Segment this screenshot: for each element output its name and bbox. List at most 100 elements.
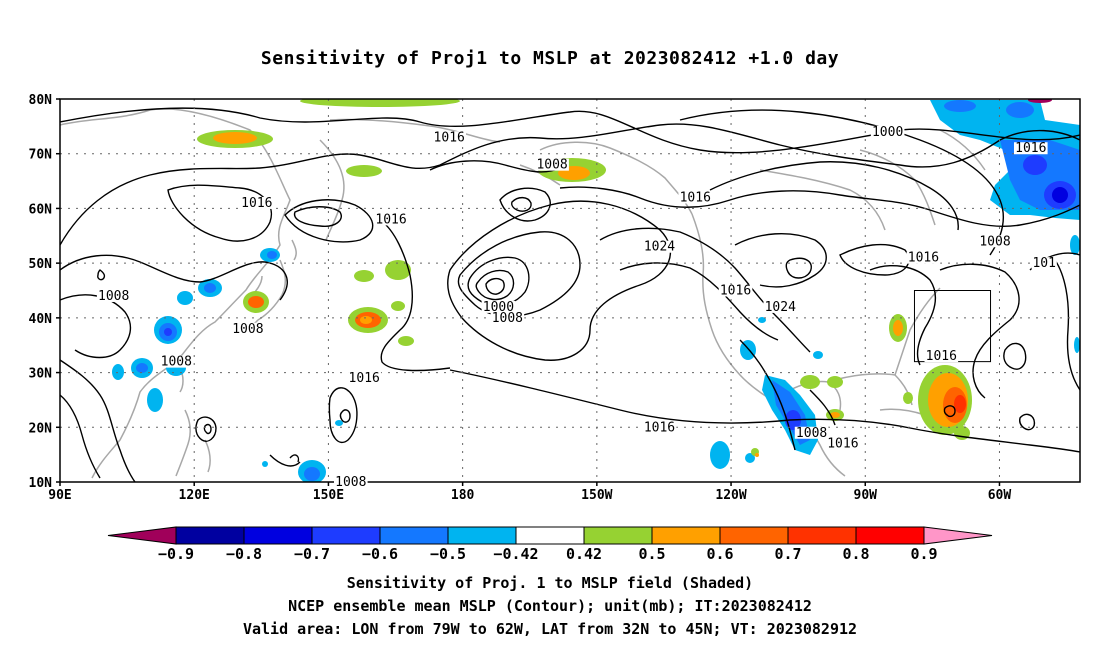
lon-tick-label: 150W: [581, 488, 612, 503]
colorbar-label: −0.9: [158, 545, 194, 563]
contour-label-background: [1013, 142, 1048, 155]
contour-label-background: [642, 421, 677, 434]
contour-label-background: [432, 131, 467, 144]
colorbar-label: 0.42: [566, 545, 602, 563]
contour-label: 1008: [232, 322, 263, 337]
colorbar-box: [447, 526, 517, 545]
contour-label: 1016: [1015, 141, 1046, 156]
colorbar-box: [243, 526, 313, 545]
contour-label: 1016: [926, 349, 957, 364]
colorbar-low-triangle: [107, 526, 177, 545]
contour-label: 1008: [979, 234, 1010, 249]
contour-label: 1016: [375, 212, 406, 227]
contour-label-background: [924, 350, 959, 363]
contour-label: 1008: [98, 289, 129, 304]
lat-tick-label: 50N: [29, 257, 53, 272]
colorbar-box: [311, 526, 381, 545]
contour-label-background: [870, 125, 905, 138]
mslp-contours: [60, 107, 1080, 482]
contour-label-background: [159, 355, 194, 368]
lon-tick-label: 120E: [179, 488, 210, 503]
contour-label-background: [481, 300, 516, 313]
contour-label-background: [347, 372, 382, 385]
colorbar: −0.9 −0.8 −0.7 −0.6 −0.5 −0.42 0.42 0.5 0.6 0.7 0.…: [107, 526, 993, 563]
colorbar-box: [379, 526, 449, 545]
colorbar-label: −0.8: [226, 545, 262, 563]
plot-frame: [59, 98, 1081, 483]
contour-label: 1008: [796, 426, 827, 441]
colorbar-box: [787, 526, 857, 545]
contour-label: 1024: [644, 240, 675, 255]
contour-label-background: [231, 322, 265, 335]
contour-label-background: [678, 191, 713, 204]
lat-tick-label: 20N: [29, 421, 53, 436]
colorbar-label: 0.6: [706, 545, 733, 563]
lat-tick-label: 30N: [29, 367, 53, 382]
contour-label-background: [374, 213, 408, 226]
colorbar-label: −0.5: [430, 545, 466, 563]
contour-label-background: [826, 437, 860, 450]
lon-tick-label: 90E: [48, 488, 71, 503]
colorbar-box: [719, 526, 789, 545]
colorbar-label: −0.7: [294, 545, 330, 563]
colorbar-label: 0.9: [910, 545, 937, 563]
lon-tick-label: 180: [451, 488, 475, 503]
contour-label-background: [333, 476, 368, 488]
contour-label-background: [490, 311, 525, 324]
colorbar-box: [175, 526, 245, 545]
colorbar-label: −0.42: [493, 545, 538, 563]
contour-label: 1024: [765, 300, 796, 315]
contour-label-background: [906, 251, 941, 264]
latitude-labels: 80N 70N 60N 50N 40N 30N 20N 10N: [29, 93, 60, 491]
contour-label: 1000: [483, 300, 514, 315]
colorbar-box: [515, 526, 585, 545]
caption-contour: NCEP ensemble mean MSLP (Contour); unit(…: [288, 597, 812, 615]
contour-label: 1008: [335, 475, 366, 490]
colorbar-label: 0.5: [638, 545, 665, 563]
colorbar-high-triangle: [923, 526, 993, 545]
contour-label: 1016: [644, 420, 675, 435]
colorbar-label: 0.7: [774, 545, 801, 563]
contour-label-background: [794, 426, 829, 439]
contour-label: 1016: [680, 190, 711, 205]
lon-tick-label: 120W: [715, 488, 746, 503]
gridlines: [60, 99, 1080, 482]
contour-label: 1008: [536, 158, 567, 173]
contour-label-background: [240, 196, 274, 209]
map-title: Sensitivity of Proj1 to MSLP at 20230824…: [260, 48, 840, 69]
lat-tick-label: 10N: [29, 476, 53, 491]
caption-shading: Sensitivity of Proj. 1 to MSLP field (Sh…: [346, 574, 754, 592]
lon-tick-label: 60W: [988, 488, 1012, 503]
contour-label: 1016: [241, 196, 272, 211]
lon-tick-label: 150E: [313, 488, 344, 503]
caption-valid-area: Valid area: LON from 79W to 62W, LAT fro…: [242, 620, 858, 638]
contour-label: 101: [1032, 256, 1055, 271]
longitude-labels: 90E 120E 150E 180 150W 120W 90W 60W: [48, 482, 1011, 503]
lat-tick-label: 80N: [29, 93, 53, 108]
colorbar-box: [855, 526, 925, 545]
contour-label: 1008: [161, 355, 192, 370]
contour-label: 1016: [720, 284, 751, 299]
contour-label-background: [642, 240, 677, 253]
contour-label: 1016: [434, 130, 465, 145]
lat-tick-label: 60N: [29, 202, 53, 217]
colorbar-box: [651, 526, 721, 545]
contour-label-background: [535, 158, 569, 171]
colorbar-label: 0.8: [842, 545, 869, 563]
contour-label: 1016: [827, 437, 858, 452]
colorbar-label: −0.6: [362, 545, 398, 563]
contour-label: 1016: [349, 371, 380, 386]
contour-label: 1000: [872, 125, 903, 140]
colorbar-box: [583, 526, 653, 545]
contour-label-background: [718, 284, 753, 297]
contour-label-background: [978, 235, 1012, 248]
lon-tick-label: 90W: [854, 488, 878, 503]
lat-tick-label: 70N: [29, 148, 53, 163]
contour-label-background: [763, 300, 798, 313]
lat-tick-label: 40N: [29, 312, 53, 327]
contour-label: 1008: [492, 311, 523, 326]
contour-label-background: [1031, 257, 1057, 270]
contour-labels: 1016100810081008101610161008101610001008…: [96, 125, 1057, 490]
contour-label: 1016: [908, 251, 939, 266]
